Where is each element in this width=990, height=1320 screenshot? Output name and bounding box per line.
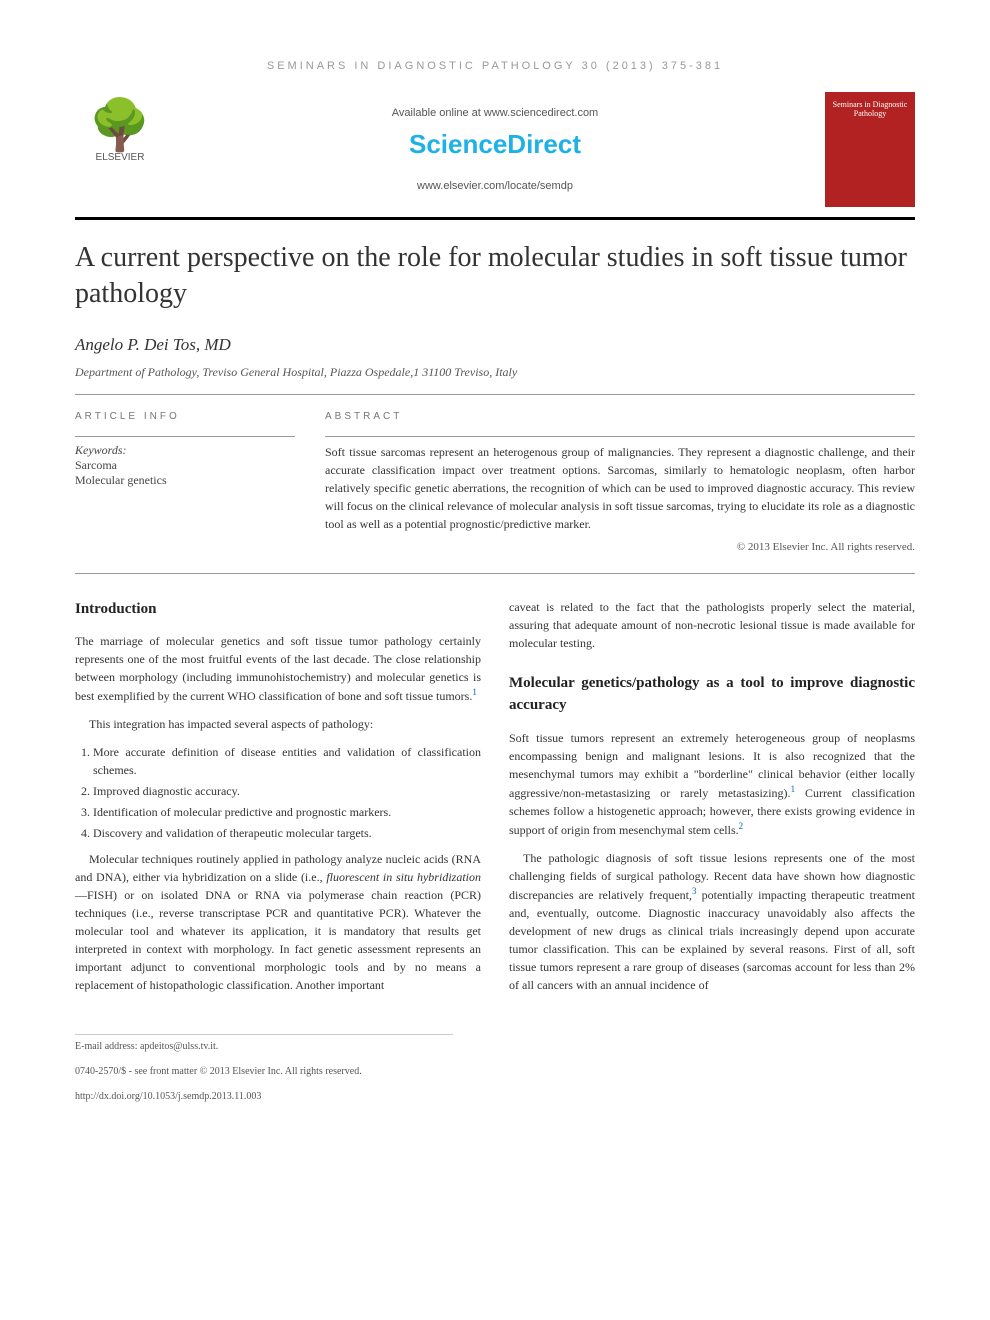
col2-para-3: The pathologic diagnosis of soft tissue … [509, 849, 915, 994]
intro-para-1: The marriage of molecular genetics and s… [75, 632, 481, 705]
heading-molecular: Molecular genetics/pathology as a tool t… [509, 672, 915, 717]
email-label: E-mail address: [75, 1041, 140, 1052]
list-item: Improved diagnostic accuracy. [93, 782, 481, 800]
abstract-column: ABSTRACT Soft tissue sarcomas represent … [325, 411, 915, 553]
article-info-label: ARTICLE INFO [75, 411, 295, 422]
keywords-head: Keywords: [75, 443, 295, 458]
abstract-copyright: © 2013 Elsevier Inc. All rights reserved… [325, 541, 915, 553]
divider-abstract [325, 436, 915, 437]
affiliation: Department of Pathology, Treviso General… [75, 365, 915, 380]
running-header: SEMINARS IN DIAGNOSTIC PATHOLOGY 30 (201… [75, 60, 915, 72]
footer-doi[interactable]: http://dx.doi.org/10.1053/j.semdp.2013.1… [75, 1091, 915, 1102]
divider-thin-2 [75, 573, 915, 574]
header-middle: Available online at www.sciencedirect.co… [165, 107, 825, 192]
keyword-2: Molecular genetics [75, 473, 295, 488]
body-column-right: caveat is related to the fact that the p… [509, 598, 915, 1005]
intro-para-2: This integration has impacted several as… [75, 715, 481, 733]
list-item: Identification of molecular predictive a… [93, 803, 481, 821]
tree-icon: 🌳 [89, 100, 151, 150]
available-text: Available online at www.sciencedirect.co… [165, 107, 825, 119]
ref-2[interactable]: 2 [739, 821, 744, 831]
email-address[interactable]: apdeitos@ulss.tv.it. [140, 1041, 218, 1052]
info-abstract-row: ARTICLE INFO Keywords: Sarcoma Molecular… [75, 411, 915, 553]
divider-thin-1 [75, 394, 915, 395]
body-column-left: Introduction The marriage of molecular g… [75, 598, 481, 1005]
elsevier-label: ELSEVIER [96, 152, 145, 163]
intro-para-3: Molecular techniques routinely applied i… [75, 850, 481, 994]
footer-email: E-mail address: apdeitos@ulss.tv.it. [75, 1034, 453, 1052]
list-item: Discovery and validation of therapeutic … [93, 824, 481, 842]
heading-introduction: Introduction [75, 598, 481, 621]
header-box: 🌳 ELSEVIER Available online at www.scien… [75, 92, 915, 207]
ref-1[interactable]: 1 [472, 687, 477, 697]
list-item: More accurate definition of disease enti… [93, 743, 481, 779]
intro-list: More accurate definition of disease enti… [93, 743, 481, 842]
body-columns: Introduction The marriage of molecular g… [75, 598, 915, 1005]
journal-cover: Seminars in Diagnostic Pathology [825, 92, 915, 207]
abstract-label: ABSTRACT [325, 411, 915, 422]
divider-info [75, 436, 295, 437]
footer-issn: 0740-2570/$ - see front matter © 2013 El… [75, 1066, 915, 1077]
col2-para-1: caveat is related to the fact that the p… [509, 598, 915, 652]
locate-url[interactable]: www.elsevier.com/locate/semdp [165, 180, 825, 192]
col2-para-2: Soft tissue tumors represent an extremel… [509, 729, 915, 839]
elsevier-logo: 🌳 ELSEVIER [75, 100, 165, 200]
abstract-text: Soft tissue sarcomas represent an hetero… [325, 443, 915, 533]
article-title: A current perspective on the role for mo… [75, 240, 915, 313]
keyword-1: Sarcoma [75, 458, 295, 473]
sciencedirect-brand[interactable]: ScienceDirect [165, 129, 825, 160]
article-info-column: ARTICLE INFO Keywords: Sarcoma Molecular… [75, 411, 295, 553]
divider-thick [75, 217, 915, 220]
author-name: Angelo P. Dei Tos, MD [75, 335, 915, 355]
journal-cover-title: Seminars in Diagnostic Pathology [829, 100, 911, 118]
